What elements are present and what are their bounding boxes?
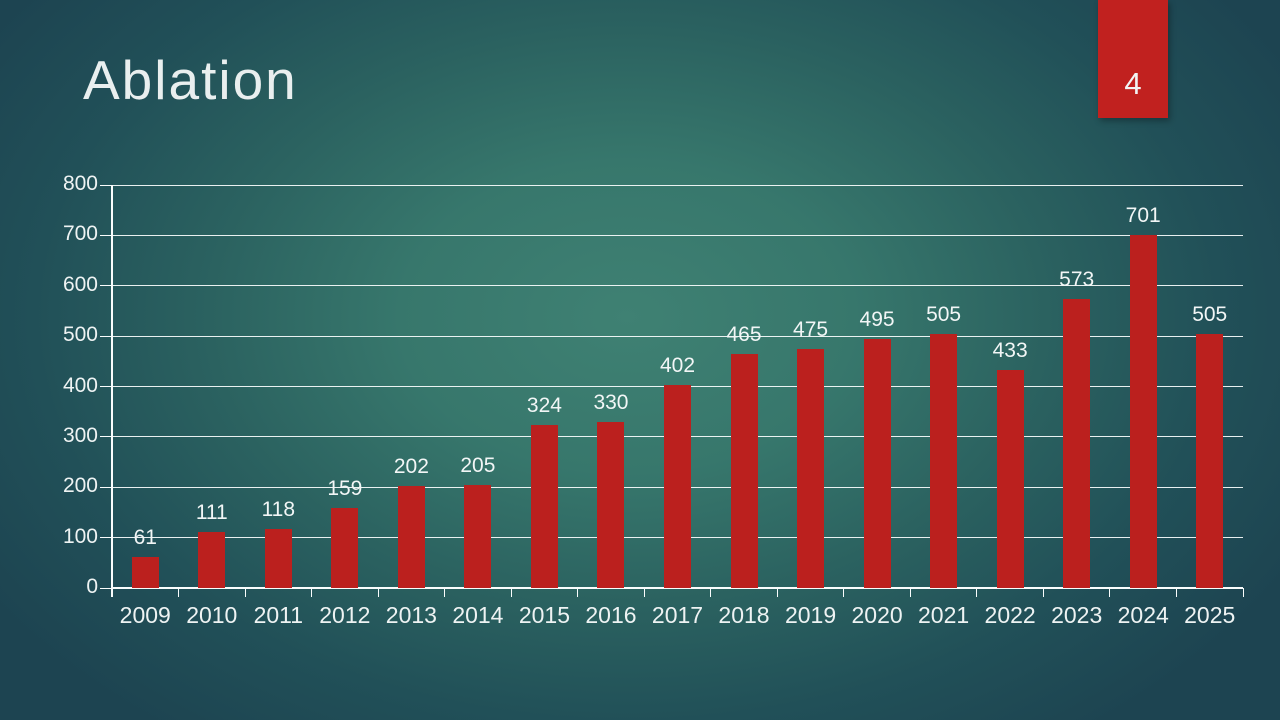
y-axis-tick-label: 800 (62, 172, 98, 195)
y-axis-tick-label: 400 (62, 373, 98, 397)
y-axis-line (111, 185, 113, 597)
x-axis-tick (311, 588, 313, 597)
gridline (112, 335, 1243, 337)
bar-value-label: 205 (460, 454, 496, 477)
bar-value-label: 61 (133, 526, 157, 549)
bar-value-label: 505 (926, 303, 962, 326)
bar-value-label: 111 (195, 501, 228, 524)
bar-value-label: 324 (526, 394, 562, 417)
bar-2016 (597, 422, 625, 588)
x-axis-tick (444, 588, 446, 597)
bar-2011 (264, 529, 292, 588)
slide-title: Ablation (83, 49, 298, 111)
bar-2022 (996, 370, 1024, 588)
y-axis-tick (100, 335, 112, 337)
page-number-box: 4 (1098, 0, 1168, 118)
bar-2009 (131, 557, 159, 588)
x-axis-category-label: 2010 (186, 602, 238, 628)
x-axis-category-label: 2020 (851, 602, 903, 628)
y-axis-tick-label: 100 (62, 524, 98, 548)
y-axis-tick (100, 285, 112, 287)
x-axis-tick (1109, 588, 1111, 597)
x-axis-category-label: 2012 (319, 602, 371, 628)
x-axis-category-label: 2025 (1184, 602, 1236, 628)
y-axis-tick-label: 0 (86, 575, 98, 598)
x-axis-tick (244, 588, 246, 597)
x-axis-line (112, 587, 1243, 589)
x-axis-category-label: 2009 (119, 602, 171, 628)
bar-value-label: 402 (659, 354, 696, 377)
bar-value-label: 202 (393, 455, 429, 478)
gridline (112, 285, 1243, 287)
page-number: 4 (1124, 66, 1142, 101)
bar-2017 (664, 385, 691, 588)
y-axis-tick (100, 184, 112, 186)
y-axis-tick-label: 200 (62, 474, 98, 498)
bar-value-label: 433 (992, 339, 1028, 362)
bar-value-label: 330 (593, 391, 629, 414)
bar-2012 (331, 508, 359, 588)
x-axis-tick (776, 588, 778, 597)
x-axis-tick (178, 588, 180, 597)
bar-value-label: 573 (1059, 268, 1095, 291)
x-axis-category-label: 2023 (1051, 602, 1103, 628)
y-axis-tick (100, 386, 112, 387)
x-axis-tick (643, 588, 645, 597)
bar-2025 (1196, 334, 1224, 588)
bar-2019 (797, 349, 825, 588)
bar-value-label: 701 (1125, 204, 1161, 227)
x-axis-category-label: 2019 (784, 602, 837, 628)
x-axis-category-label: 2016 (585, 602, 637, 628)
x-axis-category-label: 2021 (918, 602, 970, 628)
x-axis-tick (1242, 588, 1244, 597)
bar-2013 (397, 486, 425, 588)
y-axis-tick (100, 234, 112, 236)
bar-value-label: 505 (1192, 303, 1228, 326)
y-axis-tick (100, 436, 112, 438)
bar-value-label: 495 (859, 308, 895, 331)
x-axis-tick (710, 588, 712, 597)
y-axis-tick (100, 537, 112, 539)
y-axis-tick-label: 300 (62, 423, 98, 447)
x-axis-category-label: 2013 (385, 602, 437, 628)
x-axis-category-label: 2015 (518, 602, 571, 628)
bar-2023 (1063, 299, 1091, 588)
bar-2021 (930, 334, 958, 588)
bar-value-label: 118 (261, 498, 296, 521)
x-axis-tick (1042, 588, 1044, 597)
x-axis-tick (577, 588, 579, 597)
bar-value-label: 159 (327, 477, 363, 500)
gridline (112, 184, 1243, 186)
x-axis-category-label: 2017 (651, 602, 704, 628)
x-axis-category-label: 2024 (1117, 602, 1169, 628)
bar-2014 (464, 485, 492, 588)
bar-2020 (863, 339, 891, 588)
x-axis-category-label: 2011 (253, 602, 304, 628)
y-axis-tick-label: 700 (62, 222, 98, 246)
x-axis-tick (1175, 588, 1177, 597)
y-axis-tick (100, 587, 112, 589)
x-axis-category-label: 2018 (718, 602, 770, 628)
bar-2024 (1129, 235, 1157, 588)
bar-2015 (530, 425, 558, 588)
bar-2010 (198, 532, 226, 588)
y-axis-tick-label: 500 (62, 323, 98, 347)
bar-2018 (730, 354, 758, 588)
x-axis-tick (976, 588, 978, 597)
x-axis-category-label: 2014 (452, 602, 504, 628)
y-axis-tick (100, 486, 112, 488)
bar-value-label: 475 (793, 318, 829, 341)
x-axis-tick (843, 588, 845, 597)
x-axis-tick (377, 588, 379, 597)
x-axis-category-label: 2022 (984, 602, 1036, 628)
gridline (112, 234, 1243, 236)
x-axis-tick (909, 588, 911, 597)
y-axis-tick-label: 600 (62, 272, 98, 296)
x-axis-tick (510, 588, 512, 597)
bar-value-label: 465 (726, 323, 762, 346)
